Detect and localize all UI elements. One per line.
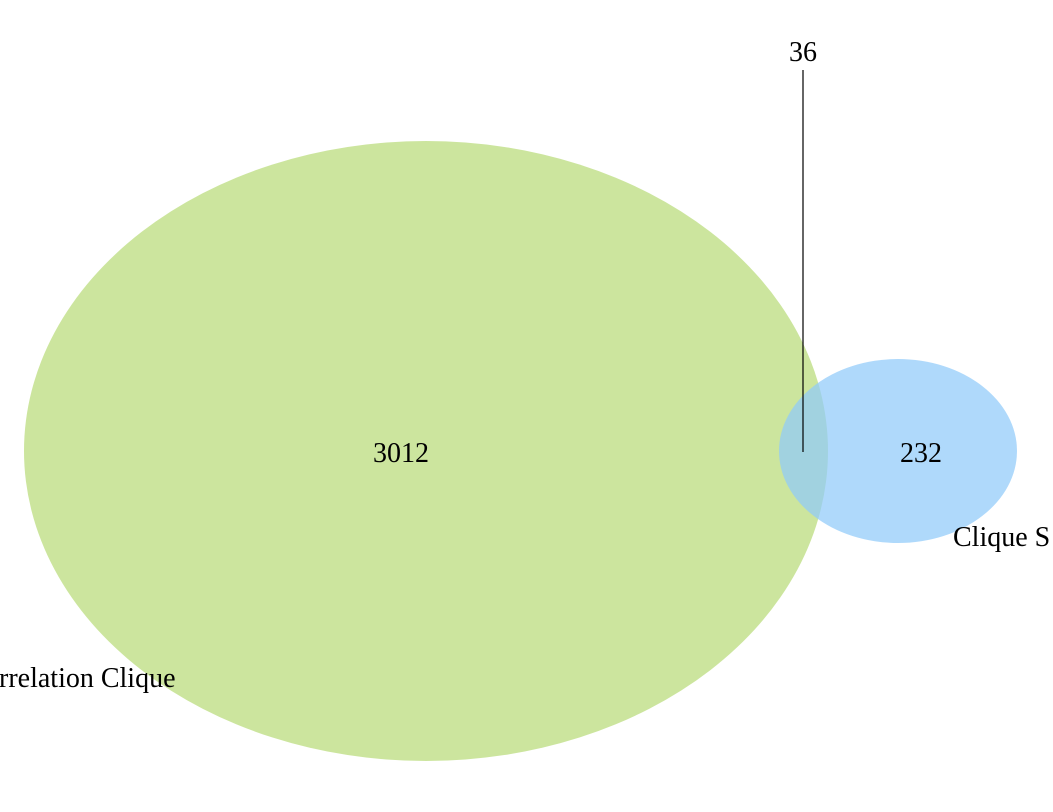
set-b-ellipse: [779, 359, 1017, 543]
set-a-label: rrelation Clique: [0, 663, 176, 694]
set-b-label: Clique S: [953, 522, 1050, 553]
set-a-ellipse: [24, 141, 828, 761]
intersection-count: 36: [789, 37, 817, 68]
set-a-only-count: 3012: [373, 438, 429, 469]
set-b-only-count: 232: [900, 438, 942, 469]
